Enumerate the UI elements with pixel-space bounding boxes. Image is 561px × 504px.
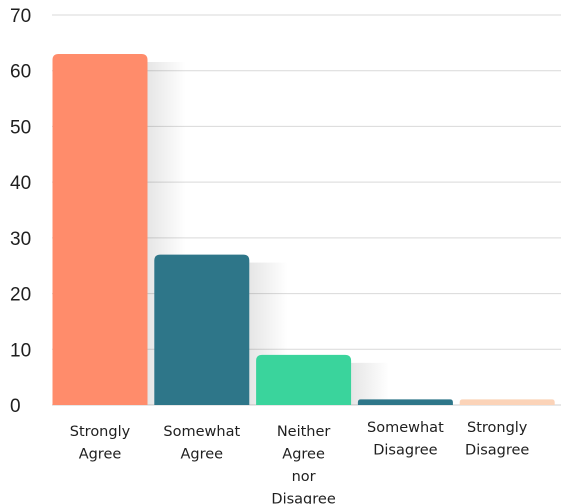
x-tick-label-line: Disagree	[373, 443, 437, 459]
bars	[52, 54, 555, 405]
y-axis-ticks: 0 10 20 30 40 50 60 70	[10, 6, 31, 417]
bar-strongly-agree	[52, 54, 148, 405]
x-tick-label: Strongly Disagree	[465, 420, 529, 459]
x-tick-label-line: Neither	[277, 424, 331, 440]
y-tick-label: 0	[10, 396, 21, 417]
x-tick-label-line: nor	[292, 469, 316, 485]
x-tick-label: Somewhat Disagree	[367, 420, 444, 459]
bar-neither-agree-nor-disagree	[256, 354, 352, 405]
x-tick-label: Neither Agree nor Disagree	[271, 424, 335, 504]
y-tick-label: 30	[10, 229, 31, 250]
y-tick-label: 60	[10, 62, 31, 83]
x-tick-label-line: Strongly	[467, 420, 528, 436]
y-tick-label: 20	[10, 285, 31, 306]
y-tick-label: 50	[10, 117, 31, 138]
bar-shadow	[351, 362, 390, 405]
x-tick-label: Somewhat Agree	[163, 424, 240, 463]
bar-strongly-disagree	[459, 399, 555, 405]
bar-somewhat-disagree	[357, 399, 453, 405]
x-tick-label-line: Agree	[282, 447, 325, 463]
x-tick-label: Strongly Agree	[70, 424, 131, 463]
x-tick-label-line: Disagree	[271, 492, 335, 504]
x-tick-label-line: Agree	[79, 447, 122, 463]
x-tick-label-line: Somewhat	[367, 420, 444, 436]
x-tick-label-line: Strongly	[70, 424, 131, 440]
bar-somewhat-agree	[154, 254, 250, 405]
x-axis-ticks: Strongly Agree Somewhat Agree Neither Agree no…	[70, 420, 530, 504]
y-tick-label: 40	[10, 173, 31, 194]
y-tick-label: 70	[10, 6, 31, 27]
y-tick-label: 10	[10, 340, 31, 361]
x-tick-label-line: Somewhat	[163, 424, 240, 440]
x-tick-label-line: Agree	[180, 447, 223, 463]
x-tick-label-line: Disagree	[465, 443, 529, 459]
